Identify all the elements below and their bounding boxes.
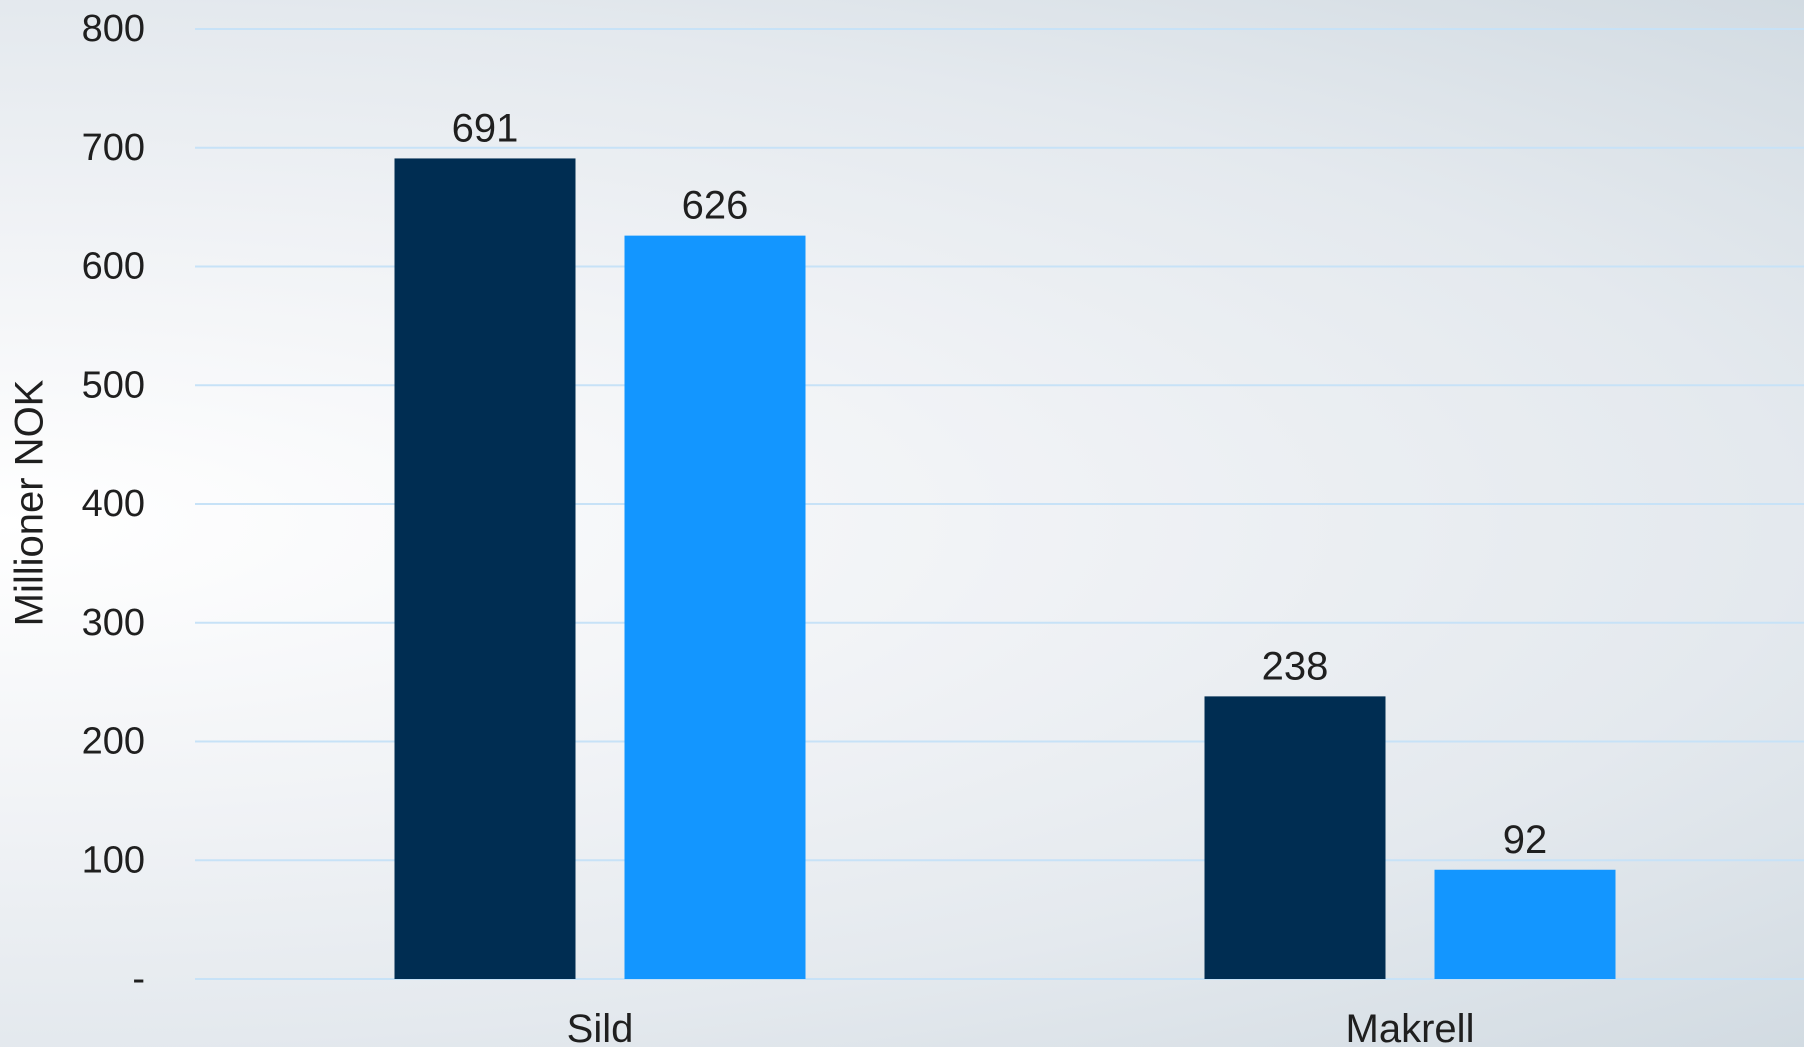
- bar-makrell-2: [1434, 869, 1616, 979]
- bar-sild-2: [624, 235, 806, 979]
- y-tick-label: 200: [82, 721, 145, 763]
- data-label: 238: [1262, 644, 1329, 688]
- data-label: 92: [1503, 818, 1548, 862]
- y-tick-label: 800: [82, 8, 145, 50]
- y-tick-label: 100: [82, 839, 145, 881]
- bar-sild-1: [394, 158, 576, 979]
- x-tick-label: Makrell: [1346, 1007, 1475, 1047]
- y-tick-label: 600: [82, 246, 145, 288]
- bar-makrell-1: [1204, 696, 1386, 979]
- x-tick-label: Sild: [567, 1007, 634, 1047]
- y-tick-label: -: [132, 958, 145, 1000]
- y-tick-label: 400: [82, 483, 145, 525]
- data-label: 691: [452, 106, 519, 150]
- y-tick-label: 700: [82, 127, 145, 169]
- y-tick-label: 300: [82, 602, 145, 644]
- y-tick-label: 500: [82, 364, 145, 406]
- data-label: 626: [682, 184, 749, 228]
